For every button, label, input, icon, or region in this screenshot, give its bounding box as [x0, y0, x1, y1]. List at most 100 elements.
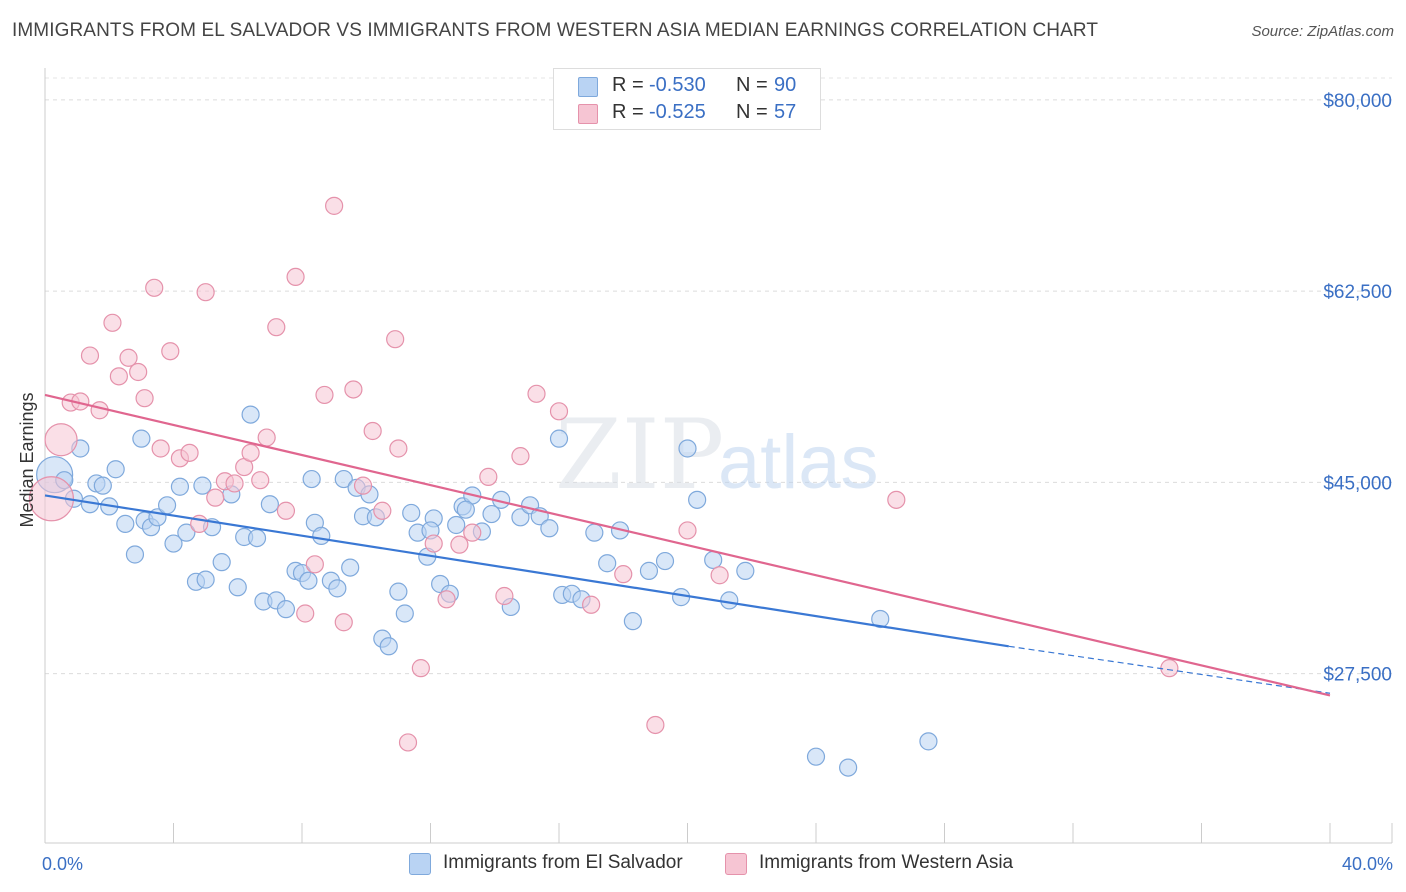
x-tick-label-min: 0.0%: [42, 854, 83, 874]
point-el-salvador: [389, 582, 408, 601]
point-western-asia: [151, 439, 170, 458]
point-el-salvador: [540, 519, 559, 538]
y-tick-label: $62,500: [1323, 282, 1392, 303]
point-western-asia: [411, 659, 430, 678]
stats-n-value: 90: [774, 74, 797, 96]
stats-r-value: -0.530: [649, 74, 706, 96]
point-western-asia: [424, 534, 443, 553]
point-western-asia: [196, 283, 215, 302]
point-western-asia: [437, 590, 456, 609]
point-el-salvador: [639, 561, 659, 580]
stats-n-label: N =: [736, 101, 768, 123]
point-western-asia: [109, 367, 128, 386]
point-western-asia: [241, 443, 260, 462]
point-western-asia: [710, 566, 729, 585]
point-el-salvador: [193, 476, 212, 495]
point-el-salvador: [511, 508, 530, 527]
axes: [44, 68, 1393, 844]
stats-r-value: -0.525: [649, 101, 706, 123]
point-el-salvador: [260, 495, 279, 514]
stats-n-label: N =: [736, 74, 768, 96]
point-western-asia: [678, 521, 697, 540]
point-el-salvador: [328, 579, 347, 598]
point-western-asia: [373, 501, 392, 520]
point-el-salvador: [871, 609, 890, 629]
point-el-salvador: [157, 496, 177, 515]
point-western-asia: [129, 362, 148, 382]
y-axis-label: Median Earnings: [17, 392, 37, 527]
point-western-asia: [251, 471, 270, 490]
point-el-salvador: [456, 500, 475, 519]
point-western-asia: [325, 196, 344, 215]
point-western-asia: [614, 565, 633, 584]
point-western-asia: [363, 421, 382, 441]
point-el-salvador: [671, 588, 691, 607]
point-el-salvador: [720, 591, 739, 610]
point-el-salvador: [395, 604, 414, 623]
point-western-asia: [90, 401, 109, 420]
point-el-salvador: [228, 578, 247, 597]
point-western-asia: [511, 447, 530, 466]
point-el-salvador: [736, 561, 755, 580]
point-el-salvador: [241, 405, 260, 424]
stats-r-label: R =: [612, 74, 644, 96]
point-el-salvador: [132, 429, 151, 448]
point-western-asia: [225, 474, 244, 493]
point-el-salvador: [164, 534, 183, 553]
point-el-salvador: [623, 612, 642, 631]
legend-swatch-western-asia: [725, 853, 747, 875]
stats-swatch-western-asia: [578, 104, 598, 124]
point-western-asia: [296, 604, 315, 623]
y-tick-label: $80,000: [1323, 91, 1392, 112]
point-western-asia: [450, 535, 469, 554]
point-western-asia: [305, 555, 324, 574]
point-western-asia: [582, 595, 601, 614]
point-el-salvador: [379, 637, 398, 656]
point-el-salvador: [302, 469, 321, 489]
trend-line-western-asia: [44, 393, 1331, 697]
chart-title: IMMIGRANTS FROM EL SALVADOR VS IMMIGRANT…: [12, 20, 1099, 41]
point-el-salvador: [585, 523, 604, 542]
point-el-salvador: [482, 504, 501, 524]
point-el-salvador: [598, 554, 617, 573]
point-western-asia: [180, 443, 199, 462]
data-points: [28, 196, 1179, 777]
point-western-asia: [315, 385, 334, 405]
point-western-asia: [161, 342, 180, 361]
point-el-salvador: [334, 469, 353, 489]
point-el-salvador: [447, 515, 466, 535]
point-western-asia: [1160, 659, 1179, 678]
point-western-asia: [495, 586, 514, 606]
point-el-salvador: [93, 476, 112, 495]
trend-extension-el-salvador: [1008, 645, 1331, 694]
legend-label: Immigrants from El Salvador: [443, 852, 683, 873]
point-western-asia: [479, 467, 498, 486]
point-el-salvador: [678, 439, 697, 458]
point-western-asia: [386, 330, 405, 349]
point-western-asia: [463, 523, 482, 542]
point-el-salvador: [299, 571, 318, 590]
point-western-asia: [28, 476, 75, 522]
point-el-salvador: [177, 523, 196, 542]
point-el-salvador: [247, 528, 267, 548]
point-western-asia: [276, 501, 296, 520]
point-el-salvador: [549, 429, 569, 448]
point-western-asia: [145, 278, 164, 297]
stats-swatch-el-salvador: [578, 77, 598, 97]
point-el-salvador: [919, 732, 938, 751]
axis-labels: $27,500 $45,000 $62,500 $80,000 0.0% 40.0% Med…: [17, 91, 1393, 874]
point-western-asia: [135, 389, 154, 408]
legend: Immigrants from El Salvador Immigrants f…: [0, 850, 1406, 878]
point-el-salvador: [704, 550, 723, 570]
trend-line-el-salvador: [44, 494, 1009, 648]
point-el-salvador: [170, 477, 190, 496]
point-western-asia: [334, 613, 353, 632]
point-el-salvador: [276, 600, 296, 619]
point-el-salvador: [341, 558, 360, 577]
y-tick-label: $45,000: [1323, 473, 1392, 494]
point-el-salvador: [116, 514, 135, 533]
point-el-salvador: [688, 490, 707, 509]
stats-n-value: 57: [774, 101, 797, 123]
watermark: ZIP atlas: [555, 399, 879, 511]
